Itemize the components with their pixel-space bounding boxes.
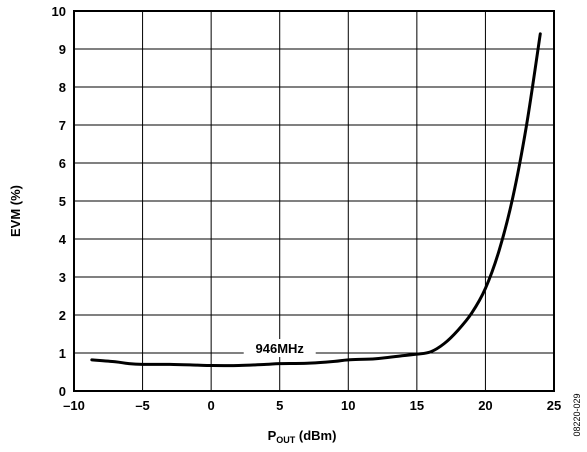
y-tick-label: 9 [59, 42, 66, 57]
x-tick-label: 15 [410, 398, 424, 413]
y-tick-label: 3 [59, 270, 66, 285]
y-tick-label: 4 [59, 232, 67, 247]
y-tick-label: 5 [59, 194, 66, 209]
series-line-0 [90, 32, 542, 368]
x-axis-label-subscript: OUT [276, 435, 296, 445]
x-tick-label: 5 [276, 398, 283, 413]
y-tick-label: 2 [59, 308, 66, 323]
y-tick-label: 0 [59, 384, 66, 399]
y-tick-label: 7 [59, 118, 66, 133]
figure-id: 08220-029 [572, 393, 582, 436]
annotation-946mhz: 946MHz [256, 341, 305, 356]
x-tick-label: 25 [547, 398, 561, 413]
grid [73, 10, 555, 392]
series-layer [90, 32, 542, 368]
x-tick-label: –5 [135, 398, 149, 413]
annotation-background [243, 339, 316, 357]
x-tick-label: 20 [478, 398, 492, 413]
y-axis-label: EVM (%) [8, 185, 23, 237]
x-tick-label: 0 [208, 398, 215, 413]
y-tick-label: 6 [59, 156, 66, 171]
x-axis-label-main: P [268, 428, 277, 443]
x-axis-label: POUT (dBm) [268, 428, 337, 445]
y-tick-label: 10 [52, 4, 66, 19]
x-tick-label: –10 [63, 398, 85, 413]
y-tick-label: 8 [59, 80, 66, 95]
y-tick-label: 1 [59, 346, 66, 361]
plot-area-frame [73, 10, 555, 392]
x-axis-label-unit: (dBm) [295, 428, 336, 443]
tick-labels: –10 –5 0 5 10 15 20 25 0 1 2 3 4 5 6 7 8 9 10 [52, 4, 562, 413]
x-tick-label: 10 [341, 398, 355, 413]
